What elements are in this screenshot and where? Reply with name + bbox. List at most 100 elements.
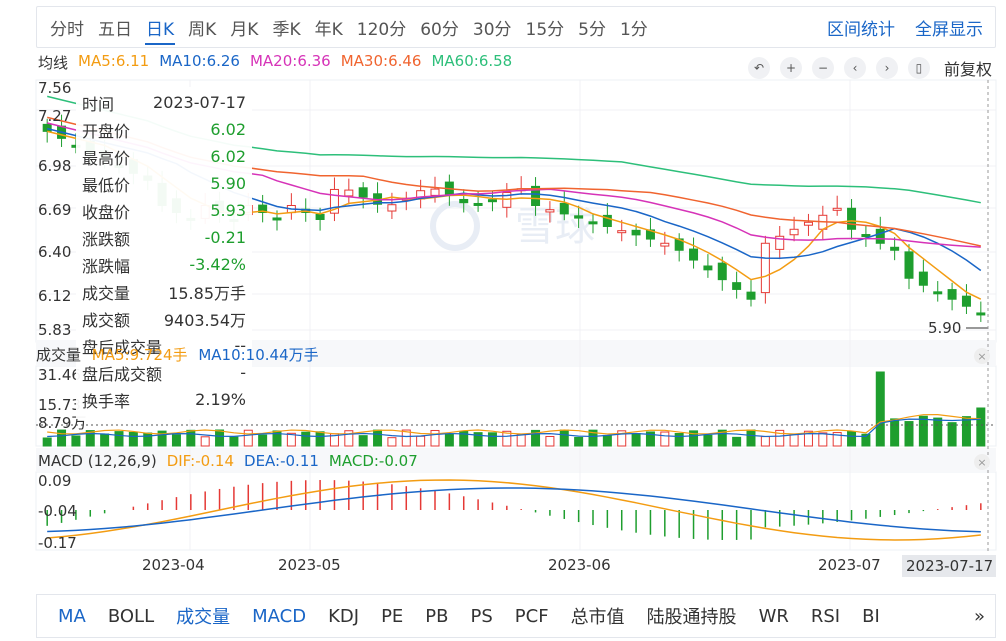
macd-tick-label: 0.09 xyxy=(38,472,71,490)
volume-bar xyxy=(487,432,497,447)
close-volume-icon[interactable]: × xyxy=(974,348,990,364)
volume-bar xyxy=(760,436,770,447)
indicator-tab-12[interactable]: RSI xyxy=(810,605,841,627)
period-tab-4[interactable]: 月K xyxy=(230,19,259,40)
indicator-tab-4[interactable]: KDJ xyxy=(328,605,360,627)
volume-legend: 成交量 MA5:9.724手 MA10:10.44万手 xyxy=(36,344,319,365)
volume-bar xyxy=(545,435,555,447)
macd-axis: 0.09 -0.04 -0.17 xyxy=(38,472,77,552)
candle-body xyxy=(803,221,813,226)
macd-header-bg xyxy=(36,448,996,472)
volume-bar xyxy=(430,429,440,447)
volume-bar xyxy=(674,432,684,447)
volume-ma5-line xyxy=(47,414,981,435)
period-tab-0[interactable]: 分时 xyxy=(50,19,84,40)
period-tab-7[interactable]: 120分 xyxy=(356,19,407,40)
adjust-icon[interactable]: ▯ xyxy=(907,57,930,79)
indicator-tab-0[interactable]: MA xyxy=(58,605,86,627)
tooltip-key: 盘后成交量 xyxy=(82,337,163,357)
zoom-in-icon[interactable]: + xyxy=(779,57,802,79)
tooltip-row: 成交量 15.85万手 xyxy=(82,278,246,305)
candle-body xyxy=(746,291,756,300)
indicator-tab-bar: MA BOLL 成交量 MACD KDJ PE PB PS PCF 总市值 陆股通持股 WR RSI BI… xyxy=(36,594,996,638)
indicator-tab-11[interactable]: WR xyxy=(758,605,789,627)
indicator-tab-10[interactable]: 陆股通持股 xyxy=(646,607,737,628)
zoom-out-icon[interactable]: − xyxy=(811,57,834,79)
tooltip-key: 成交额 xyxy=(82,310,131,330)
tooltip-row: 最低价 5.90 xyxy=(82,170,246,197)
fullscreen-button[interactable]: 全屏显示 xyxy=(915,19,983,40)
volume-bar xyxy=(358,435,368,447)
candle-body xyxy=(272,217,282,221)
price-tick-label: 5.83 xyxy=(38,321,71,339)
indicator-tab-9[interactable]: 总市值 xyxy=(570,607,625,628)
volume-bar xyxy=(243,429,253,447)
next-icon[interactable]: › xyxy=(875,57,898,79)
candle-body xyxy=(703,265,713,271)
price-tick-label: 6.12 xyxy=(38,287,71,305)
period-tab-11[interactable]: 5分 xyxy=(578,19,606,40)
volume-bar xyxy=(947,422,957,447)
period-tab-1[interactable]: 五日 xyxy=(98,19,132,40)
indicator-tab-1[interactable]: BOLL xyxy=(107,605,155,627)
candle-body xyxy=(387,204,397,212)
volume-bar xyxy=(85,430,95,447)
candle-body xyxy=(660,242,670,247)
period-tab-8[interactable]: 60分 xyxy=(420,19,459,40)
volume-bar xyxy=(114,431,124,447)
indicator-tab-2[interactable]: 成交量 xyxy=(176,607,231,628)
more-indicators-button[interactable]: » xyxy=(973,605,985,627)
volume-bar xyxy=(286,432,296,447)
indicator-tab-5[interactable]: PE xyxy=(381,605,404,627)
volume-bar xyxy=(401,429,411,447)
candle-body xyxy=(258,204,268,213)
period-tab-10[interactable]: 15分 xyxy=(525,19,565,40)
period-tab-12[interactable]: 1分 xyxy=(619,19,648,40)
candle-body xyxy=(717,262,727,281)
indicator-tab-7[interactable]: PS xyxy=(470,605,493,627)
period-tab-9[interactable]: 30分 xyxy=(472,19,512,40)
candle-body xyxy=(617,230,627,234)
prev-icon[interactable]: ‹ xyxy=(843,57,866,79)
candle-body xyxy=(847,207,857,230)
volume-bar xyxy=(574,436,584,447)
period-tab-2[interactable]: 日K xyxy=(139,7,181,47)
volume-bar xyxy=(531,429,541,447)
candle-body xyxy=(775,235,785,250)
macd-legend: MACD (12,26,9) DIF:-0.14 DEA:-0.11 MACD:… xyxy=(38,452,418,470)
price-tick-label: 6.98 xyxy=(38,157,71,175)
volume-bar xyxy=(602,434,612,447)
period-tab-5[interactable]: 季K xyxy=(272,19,301,40)
ma5-value: MA5:6.11 xyxy=(78,52,150,70)
candle-tooltip: 时间 2023-07-17 开盘价 6.02 最高价 6.02 最低价 5.90 收盘价 5.93… xyxy=(76,87,252,419)
undo-icon[interactable]: ↶ xyxy=(747,57,770,79)
volume-bar xyxy=(588,429,598,447)
candle-body xyxy=(732,282,742,290)
close-macd-icon[interactable]: × xyxy=(974,454,990,470)
period-tab-3[interactable]: 周K xyxy=(188,19,217,40)
indicator-tab-13[interactable]: BI xyxy=(862,605,880,627)
adjust-mode-button[interactable]: 前复权 xyxy=(943,60,992,79)
volume-bar xyxy=(890,418,900,447)
volume-bar xyxy=(229,436,239,447)
macd-legend-label: MACD (12,26,9) xyxy=(38,452,157,470)
candle-body xyxy=(976,312,986,316)
volume-bar xyxy=(301,431,311,447)
indicator-tab-3[interactable]: MACD xyxy=(252,605,307,627)
indicator-tab-8[interactable]: PCF xyxy=(514,605,549,627)
period-tab-6[interactable]: 年K xyxy=(314,19,343,40)
volume-bar xyxy=(976,407,986,447)
macd-tick-label: -0.17 xyxy=(38,534,77,552)
indicator-tab-6[interactable]: PB xyxy=(425,605,449,627)
volume-bar xyxy=(861,433,871,447)
range-stats-button[interactable]: 区间统计 xyxy=(827,19,895,40)
price-tick-label: 7.56 xyxy=(38,79,71,97)
tooltip-row: 涨跌额 -0.21 xyxy=(82,224,246,251)
volume-bar xyxy=(645,431,655,447)
cursor: 2023-07-17 xyxy=(902,80,996,577)
candle-body xyxy=(344,189,354,197)
tooltip-key: 涨跌额 xyxy=(82,229,131,249)
period-tab-bar: 分时 五日 日K 周K 月K 季K 年K 120分 60分 30分 15分 5分 1分 区间统计 全屏显… xyxy=(36,6,996,48)
candle-body xyxy=(890,246,900,251)
